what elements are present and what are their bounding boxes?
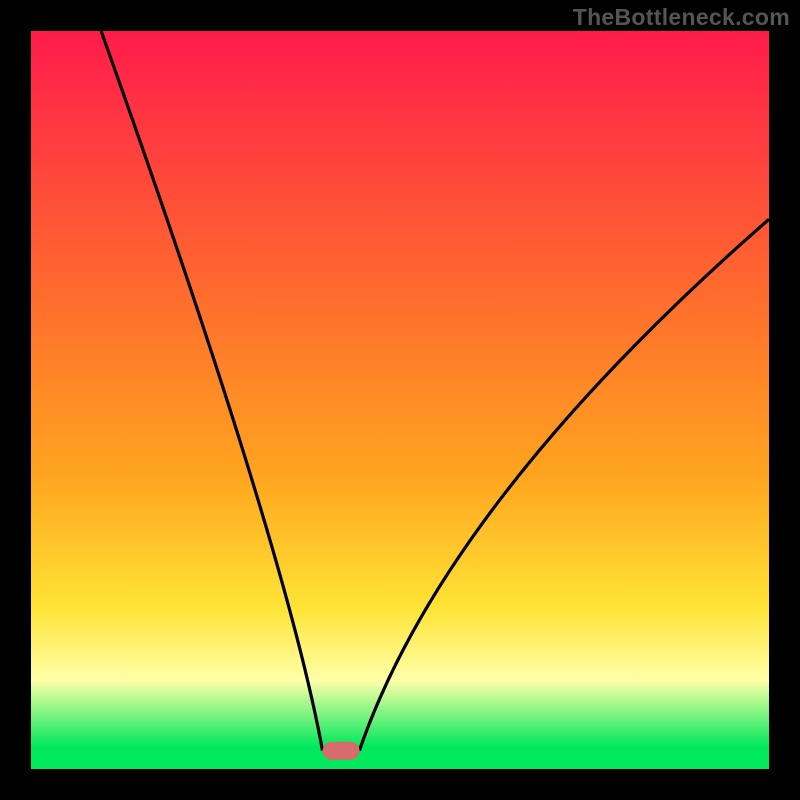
optimum-marker <box>323 741 360 759</box>
watermark-text: TheBottleneck.com <box>573 4 790 31</box>
chart-frame: TheBottleneck.com <box>0 0 800 800</box>
bottleneck-curve <box>31 31 769 769</box>
curve-right-branch <box>359 219 769 750</box>
curve-left-branch <box>101 31 322 751</box>
plot-area <box>31 31 769 769</box>
